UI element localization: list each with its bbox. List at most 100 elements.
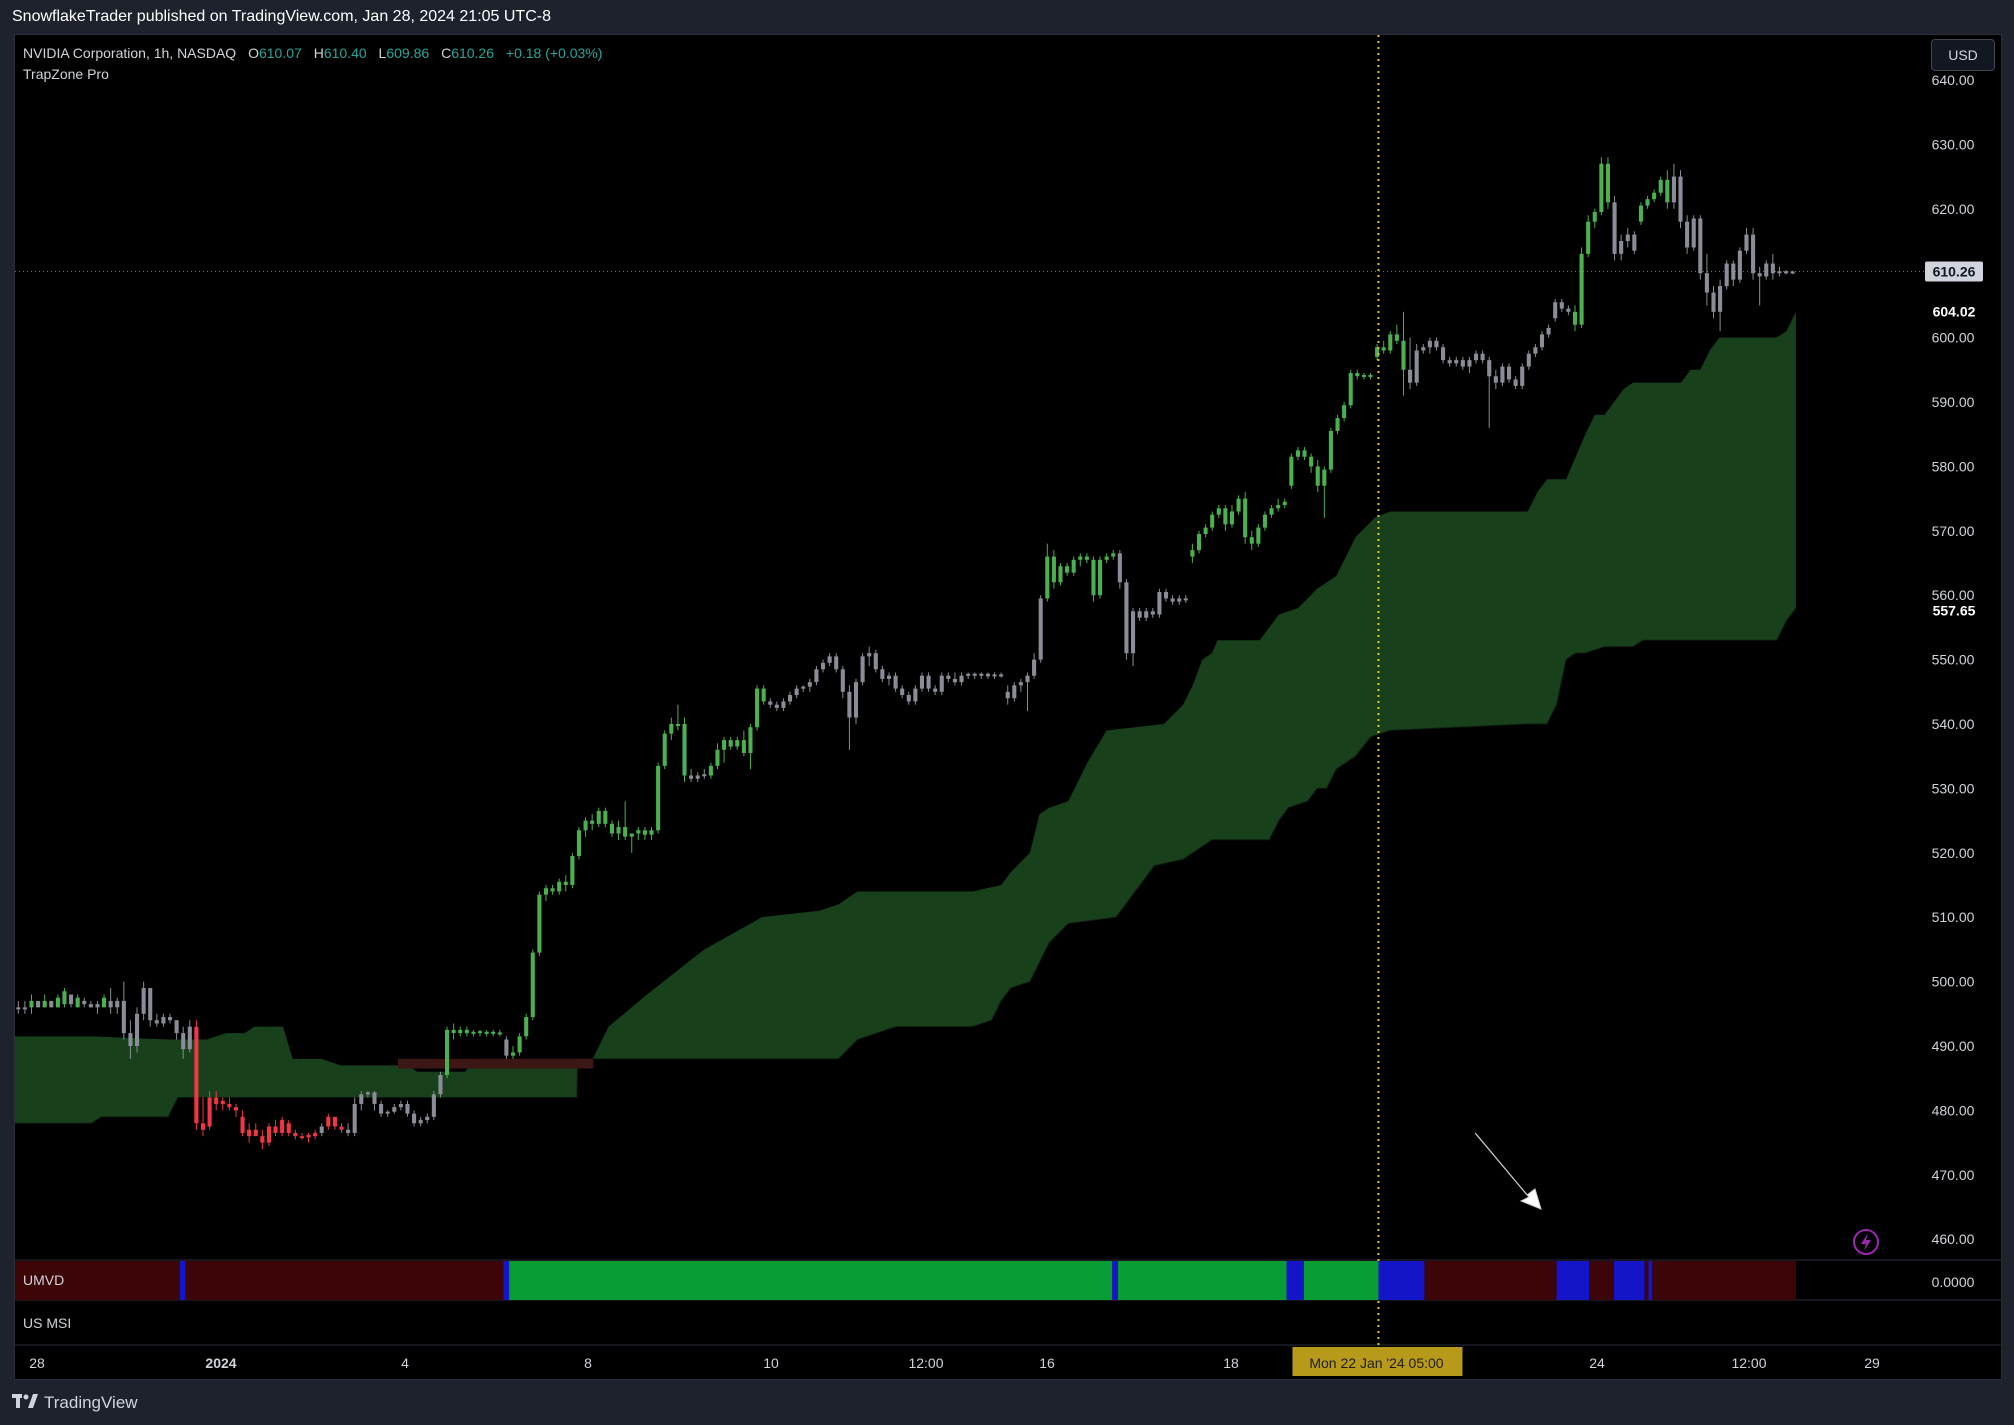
candle-body bbox=[1473, 353, 1479, 361]
candle-body bbox=[346, 1129, 351, 1133]
candle bbox=[1223, 505, 1228, 531]
candle bbox=[702, 769, 707, 779]
candle-body bbox=[1559, 302, 1564, 309]
candle-body bbox=[1698, 218, 1703, 274]
candle-body bbox=[1203, 527, 1208, 535]
candle-body bbox=[1249, 537, 1254, 544]
umvd-segment bbox=[503, 1261, 510, 1300]
candle bbox=[491, 1029, 496, 1037]
indicator-legend[interactable]: TrapZone Pro bbox=[23, 66, 109, 82]
candle-body bbox=[418, 1120, 423, 1124]
candle-body bbox=[623, 827, 628, 837]
candle bbox=[834, 653, 839, 673]
candle-body bbox=[1467, 360, 1472, 367]
candle bbox=[1104, 553, 1109, 563]
candle-body bbox=[1183, 598, 1188, 601]
candle bbox=[1770, 253, 1775, 280]
candle-body bbox=[1269, 508, 1274, 515]
candle-body bbox=[22, 1007, 27, 1010]
candle-body bbox=[1427, 340, 1432, 348]
candle-body bbox=[1638, 205, 1643, 222]
candle-body bbox=[596, 810, 601, 824]
umvd-segment bbox=[1303, 1261, 1379, 1300]
candle bbox=[873, 649, 878, 673]
candle-body bbox=[1276, 505, 1281, 509]
candle bbox=[128, 1020, 133, 1059]
candle-body bbox=[524, 1017, 529, 1037]
price-tick-label: 600.00 bbox=[1932, 330, 1975, 346]
candle bbox=[867, 646, 872, 667]
candle bbox=[1434, 337, 1439, 351]
candle-body bbox=[1150, 611, 1155, 615]
candle-body bbox=[814, 669, 819, 683]
candle-body bbox=[247, 1129, 252, 1137]
candle bbox=[88, 1000, 93, 1008]
candle-body bbox=[1315, 466, 1320, 486]
candle-body bbox=[1137, 611, 1142, 618]
candle bbox=[1302, 447, 1307, 460]
candle bbox=[1269, 505, 1274, 518]
lightning-icon-ring bbox=[1853, 1229, 1879, 1255]
candle-body bbox=[477, 1031, 483, 1034]
candle bbox=[36, 1000, 41, 1008]
candle bbox=[1375, 344, 1380, 361]
currency-button[interactable]: USD bbox=[1931, 39, 1995, 71]
candle-body bbox=[1737, 250, 1742, 280]
candle bbox=[1586, 215, 1591, 258]
indicator-name[interactable]: TrapZone Pro bbox=[23, 66, 109, 82]
candle-body bbox=[1572, 311, 1578, 325]
candle bbox=[1243, 492, 1248, 544]
umvd-segment bbox=[15, 1261, 180, 1300]
trapzone-lower-line bbox=[15, 607, 1797, 1124]
candle bbox=[1163, 588, 1169, 602]
candle bbox=[1513, 376, 1518, 390]
candle-body bbox=[1104, 556, 1109, 560]
candle bbox=[55, 994, 60, 1008]
candle bbox=[1506, 363, 1512, 383]
candle-body bbox=[761, 688, 766, 702]
candle bbox=[1137, 608, 1142, 621]
candle bbox=[1652, 189, 1657, 203]
candle-body bbox=[451, 1029, 456, 1034]
candle bbox=[181, 1026, 186, 1059]
candle-body bbox=[1335, 418, 1340, 431]
tradingview-brand[interactable]: TradingView bbox=[12, 1393, 138, 1413]
published-text: SnowflakeTrader published on TradingView… bbox=[12, 8, 551, 25]
candle bbox=[1711, 286, 1716, 319]
candle-body bbox=[563, 881, 568, 885]
price-tick-label: 500.00 bbox=[1932, 974, 1975, 990]
candle bbox=[1784, 269, 1789, 275]
candle bbox=[985, 672, 990, 679]
candle-body bbox=[1441, 347, 1446, 361]
candle-body bbox=[438, 1074, 443, 1095]
candle-body bbox=[1671, 176, 1676, 203]
candle bbox=[563, 875, 568, 892]
zone-bottom-label: 557.65 bbox=[1925, 600, 1983, 621]
candle-body bbox=[1414, 350, 1419, 383]
candle-body bbox=[1599, 163, 1604, 213]
candle bbox=[1229, 505, 1235, 528]
candle bbox=[82, 997, 87, 1008]
candle-body bbox=[609, 823, 614, 834]
candle-body bbox=[1236, 498, 1241, 512]
candle bbox=[853, 678, 859, 724]
candle bbox=[1098, 556, 1103, 599]
candle-body bbox=[227, 1103, 232, 1108]
candle-body bbox=[999, 674, 1004, 677]
candle-body bbox=[1071, 559, 1076, 573]
candle-body bbox=[1744, 234, 1749, 251]
candle-body bbox=[385, 1111, 390, 1114]
time-tick-label: 8 bbox=[584, 1355, 592, 1371]
candle bbox=[530, 949, 535, 1021]
candle bbox=[1790, 270, 1795, 275]
time-tick-label: 29 bbox=[1864, 1355, 1880, 1371]
candle-body bbox=[1526, 353, 1531, 367]
candle bbox=[1170, 595, 1175, 605]
open-value: 610.07 bbox=[258, 45, 302, 61]
candle bbox=[260, 1129, 265, 1150]
candle-body bbox=[484, 1031, 489, 1034]
candle-body bbox=[583, 820, 588, 831]
candle bbox=[1487, 356, 1492, 428]
